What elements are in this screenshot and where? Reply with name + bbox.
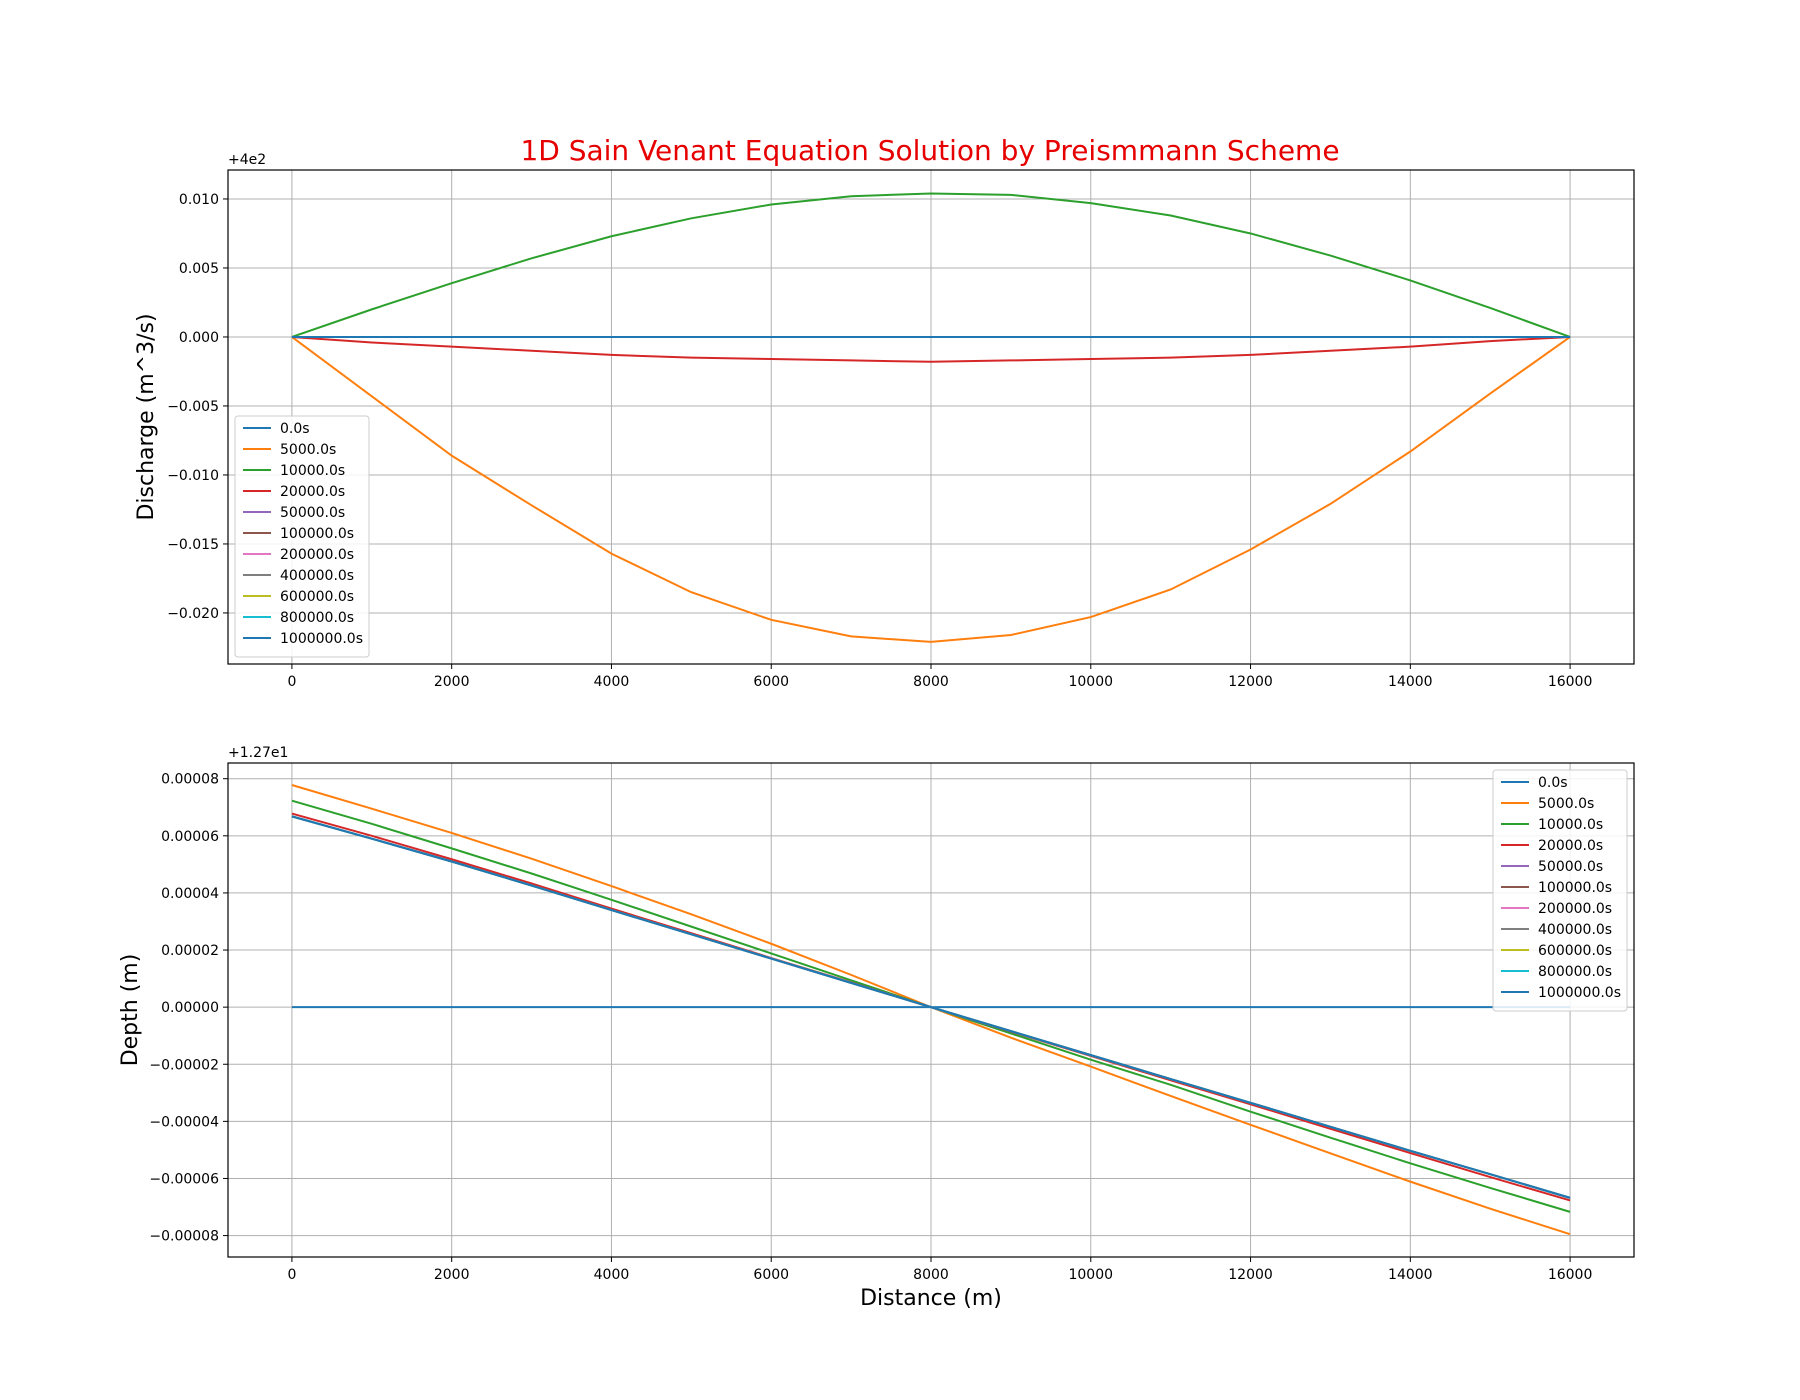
x-tick-label: 12000 xyxy=(1228,1267,1273,1283)
x-tick-label: 4000 xyxy=(594,1267,630,1283)
legend-entry: 50000.0s xyxy=(1538,859,1603,875)
y-tick-label: 0.00002 xyxy=(161,943,219,959)
y-tick-label: 0.00004 xyxy=(161,886,219,902)
x-tick-label: 14000 xyxy=(1388,1267,1433,1283)
series-lines xyxy=(291,784,1571,1236)
x-tick-label: 12000 xyxy=(1228,674,1273,690)
legend-entry: 0.0s xyxy=(280,421,310,437)
legend-entry: 5000.0s xyxy=(1538,796,1594,812)
y-tick-label: −0.015 xyxy=(167,537,219,553)
x-tick-label: 2000 xyxy=(434,674,470,690)
legend-entry: 1000000.0s xyxy=(280,631,363,647)
x-tick-label: 10000 xyxy=(1068,1267,1113,1283)
x-ticks: 0 2000 4000 6000 8000 10000 12000 14000 16000 xyxy=(287,1257,1592,1283)
y-tick-label: 0.010 xyxy=(179,192,219,208)
legend-entry: 100000.0s xyxy=(280,526,354,542)
x-tick-label: 0 xyxy=(287,674,296,690)
y-tick-label: −0.00002 xyxy=(149,1057,219,1073)
x-tick-label: 10000 xyxy=(1068,674,1113,690)
y-axis-label: Depth (m) xyxy=(118,954,143,1067)
discharge-subplot: 0 2000 4000 6000 8000 10000 12000 14000 16000 0.0… xyxy=(134,152,1635,690)
legend-entry: 400000.0s xyxy=(280,568,354,584)
y-ticks: 0.00008 0.00006 0.00004 0.00002 0.00000 −0.00… xyxy=(149,772,228,1245)
x-tick-label: 2000 xyxy=(434,1267,470,1283)
x-tick-label: 8000 xyxy=(913,1267,949,1283)
y-offset-label: +1.27e1 xyxy=(228,745,288,761)
y-ticks: 0.010 0.005 0.000 −0.005 −0.010 −0.015 −0.020 xyxy=(167,192,228,622)
y-tick-label: −0.00006 xyxy=(149,1171,219,1187)
y-tick-label: −0.010 xyxy=(167,468,219,484)
x-tick-label: 16000 xyxy=(1548,1267,1593,1283)
legend-entry: 200000.0s xyxy=(280,547,354,563)
legend-entry: 0.0s xyxy=(1538,775,1568,791)
x-ticks: 0 2000 4000 6000 8000 10000 12000 14000 16000 xyxy=(287,664,1592,690)
y-tick-label: 0.005 xyxy=(179,261,219,277)
y-tick-label: −0.00004 xyxy=(149,1114,219,1130)
y-axis-label: Discharge (m^3/s) xyxy=(134,313,159,520)
y-tick-label: −0.005 xyxy=(167,399,219,415)
x-tick-label: 6000 xyxy=(753,1267,789,1283)
x-axis-label: Distance (m) xyxy=(860,1286,1002,1311)
legend: 0.0s 5000.0s 10000.0s 20000.0s 50000.0s 10000… xyxy=(234,415,370,658)
y-tick-label: 0.00000 xyxy=(161,1000,219,1016)
legend-entry: 20000.0s xyxy=(280,484,345,500)
x-tick-label: 8000 xyxy=(913,674,949,690)
series-line-20000.0s xyxy=(291,335,1571,363)
y-tick-label: −0.00008 xyxy=(149,1229,219,1245)
series-line-1000000.0s xyxy=(291,815,1571,1199)
legend-entry: 800000.0s xyxy=(280,610,354,626)
legend-entry: 200000.0s xyxy=(1538,901,1612,917)
legend-entry: 50000.0s xyxy=(280,505,345,521)
series-line-10000.0s xyxy=(291,192,1571,338)
legend-entry: 10000.0s xyxy=(280,463,345,479)
x-tick-label: 0 xyxy=(287,1267,296,1283)
y-tick-label: 0.00006 xyxy=(161,829,219,845)
x-tick-label: 4000 xyxy=(594,674,630,690)
series-line-5000.0s xyxy=(291,336,1571,643)
series-lines xyxy=(291,192,1571,643)
figure-title: 1D Sain Venant Equation Solution by Prei… xyxy=(520,134,1339,167)
legend-entry: 10000.0s xyxy=(1538,817,1603,833)
legend-entry: 1000000.0s xyxy=(1538,985,1621,1001)
y-tick-label: 0.00008 xyxy=(161,772,219,788)
y-tick-label: 0.000 xyxy=(179,330,219,346)
legend-entry: 5000.0s xyxy=(280,442,336,458)
x-tick-label: 14000 xyxy=(1388,674,1433,690)
x-tick-label: 6000 xyxy=(753,674,789,690)
legend-entry: 800000.0s xyxy=(1538,964,1612,980)
legend-entry: 600000.0s xyxy=(1538,943,1612,959)
legend-entry: 100000.0s xyxy=(1538,880,1612,896)
legend-entry: 400000.0s xyxy=(1538,922,1612,938)
x-tick-label: 16000 xyxy=(1548,674,1593,690)
y-tick-label: −0.020 xyxy=(167,606,219,622)
y-offset-label: +4e2 xyxy=(228,152,266,168)
legend: 0.0s 5000.0s 10000.0s 20000.0s 50000.0s 10000… xyxy=(1492,769,1628,1012)
legend-entry: 600000.0s xyxy=(280,589,354,605)
depth-subplot: 0 2000 4000 6000 8000 10000 12000 14000 16000 0.0… xyxy=(118,745,1635,1311)
legend-entry: 20000.0s xyxy=(1538,838,1603,854)
